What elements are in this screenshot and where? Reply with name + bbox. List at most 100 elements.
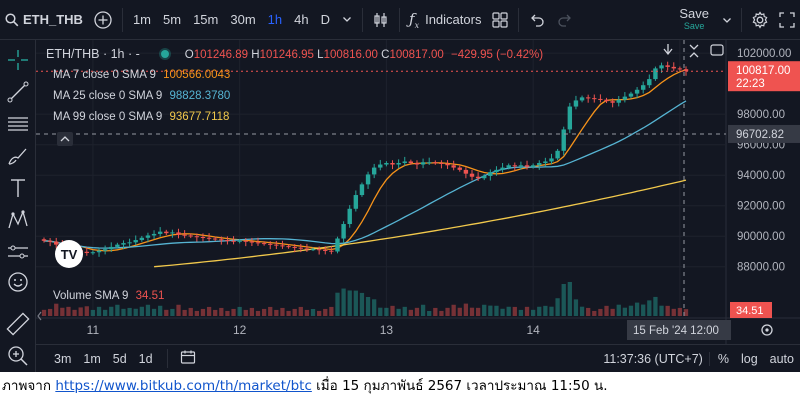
range-3m[interactable]: 3m — [54, 351, 72, 366]
compare-symbol-button[interactable] — [88, 0, 118, 40]
text-tool-icon[interactable] — [6, 176, 30, 200]
candle-body — [292, 246, 297, 248]
chevron-down-icon — [343, 17, 351, 22]
range-5d[interactable]: 5d — [112, 351, 127, 366]
legend-title: ETH/THB · 1h · - — [46, 47, 140, 61]
interval-5m[interactable]: 5m — [163, 12, 182, 27]
crosshair-time-text: 15 Feb '24 12:00 — [633, 325, 719, 337]
volume-bar — [84, 306, 89, 316]
candle-body — [280, 245, 285, 247]
candle-body — [151, 233, 157, 236]
crosshair-icon[interactable] — [6, 48, 30, 72]
candle — [482, 174, 487, 181]
interval-dropdown[interactable] — [336, 12, 358, 27]
candle-body — [261, 243, 267, 245]
interval-4h[interactable]: 4h — [294, 12, 309, 27]
candle — [182, 230, 187, 239]
clock-timezone[interactable]: 11:37:36 (UTC+7) — [603, 351, 703, 366]
ma99-legend[interactable]: MA 99 close 0 SMA 9 93677.7118 — [53, 111, 229, 123]
volume-bar — [451, 304, 456, 316]
volume-bar — [598, 308, 603, 316]
save-dropdown[interactable] — [717, 0, 737, 40]
chart-type-button[interactable] — [367, 0, 395, 40]
candle-body — [579, 97, 585, 101]
source-link[interactable]: https://www.bitkub.com/th/market/btc — [55, 378, 312, 394]
undo-button[interactable] — [523, 0, 551, 40]
zoom-in-icon[interactable] — [6, 344, 30, 368]
volume-bar — [671, 308, 676, 316]
candle-body — [561, 129, 566, 151]
range-1d[interactable]: 1d — [138, 351, 153, 366]
volume-bar — [573, 299, 579, 316]
interval-d[interactable]: D — [320, 12, 330, 27]
volume-legend[interactable]: Volume SMA 9 34.51 — [53, 290, 164, 302]
chart-grid: 102000.0098000.0096000.0094000.0092000.0… — [36, 40, 800, 344]
candle — [359, 182, 365, 197]
candle — [494, 166, 499, 176]
candle-body — [268, 243, 273, 245]
save-button[interactable]: Save Save — [671, 7, 717, 32]
go-to-date-button[interactable] — [166, 349, 202, 368]
toolbar-divider — [121, 7, 123, 32]
candle — [292, 244, 297, 253]
candle-body — [133, 240, 138, 243]
brush-icon[interactable] — [6, 144, 30, 168]
volume-bar — [610, 308, 615, 316]
fib-lines-icon[interactable] — [6, 112, 30, 136]
candle-body — [47, 240, 53, 242]
moving-averages — [43, 69, 687, 268]
interval-1h[interactable]: 1h — [267, 12, 283, 27]
ma7-legend[interactable]: MA 7 close 0 SMA 9 100566.0043 — [53, 69, 230, 81]
interval-15m[interactable]: 15m — [193, 12, 219, 27]
candle-body — [402, 161, 407, 163]
legend-collapse-button[interactable] — [57, 132, 73, 146]
candle-body — [634, 89, 640, 94]
symbol-search-button[interactable]: ETH_THB — [0, 0, 88, 40]
ma25-legend[interactable]: MA 25 close 0 SMA 9 98828.3780 — [53, 90, 230, 102]
volume-bar — [500, 308, 505, 316]
candle-body — [145, 235, 151, 238]
indicators-button[interactable]: ƒx Indicators — [404, 0, 486, 40]
percent-scale-toggle[interactable]: % — [708, 351, 735, 366]
interval-30m[interactable]: 30m — [230, 12, 256, 27]
log-scale-toggle[interactable]: log — [740, 351, 758, 366]
time-tick-label: 12 — [233, 323, 247, 337]
volume-bar — [47, 308, 53, 316]
top-toolbar: ETH_THB 1m 5m 15m 30m 1h 4h D ƒx Indicat… — [0, 0, 800, 40]
volume-value: 34.51 — [135, 290, 165, 302]
candle — [90, 250, 96, 255]
candle — [145, 232, 151, 243]
volume-bar — [512, 306, 517, 316]
time-tick-label: 13 — [380, 323, 394, 337]
price-chart[interactable]: 102000.0098000.0096000.0094000.0092000.0… — [0, 0, 800, 344]
candle-body — [127, 242, 132, 244]
pattern-icon[interactable] — [6, 208, 30, 232]
candle-body — [408, 161, 414, 163]
volume-bar — [60, 307, 65, 316]
volume-bar — [634, 302, 640, 316]
measure-icon[interactable] — [6, 240, 30, 264]
candle-body — [237, 240, 242, 242]
bottom-toolbar: 3m 1m 5d 1d 11:37:36 (UTC+7) % log auto — [36, 344, 800, 372]
calendar-icon — [180, 350, 195, 364]
fullscreen-button[interactable] — [774, 0, 800, 40]
volume-bar — [317, 310, 322, 316]
logo-circle — [55, 240, 83, 268]
emoji-icon[interactable] — [6, 270, 30, 294]
candle — [628, 91, 634, 99]
settings-button[interactable] — [746, 0, 774, 40]
volume-bar — [445, 307, 450, 316]
volume-bar — [182, 309, 187, 316]
candle — [268, 241, 273, 250]
redo-button[interactable] — [551, 0, 579, 40]
auto-scale-toggle[interactable]: auto — [769, 351, 794, 366]
candle — [371, 163, 377, 179]
volume-bar — [561, 284, 566, 316]
interval-1m[interactable]: 1m — [132, 12, 152, 27]
trend-line-icon[interactable] — [6, 80, 30, 104]
range-1m[interactable]: 1m — [83, 351, 101, 366]
layout-button[interactable] — [486, 0, 514, 40]
ruler-icon[interactable] — [6, 312, 30, 336]
candle — [524, 160, 530, 170]
price-tick-label: 94000.00 — [737, 170, 785, 182]
